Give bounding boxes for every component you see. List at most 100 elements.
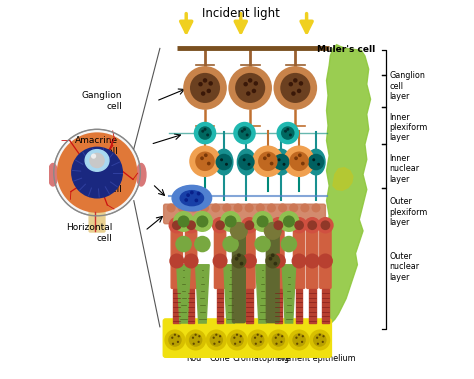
Circle shape <box>289 133 292 136</box>
Circle shape <box>278 158 281 161</box>
Circle shape <box>207 89 211 93</box>
Circle shape <box>268 329 289 351</box>
Circle shape <box>186 220 196 230</box>
Circle shape <box>222 236 239 252</box>
FancyBboxPatch shape <box>266 229 279 323</box>
Circle shape <box>194 199 198 202</box>
Circle shape <box>236 334 238 336</box>
Bar <box>322 289 329 323</box>
Circle shape <box>212 254 228 268</box>
FancyBboxPatch shape <box>163 319 331 357</box>
Circle shape <box>186 193 190 197</box>
Circle shape <box>230 222 248 240</box>
Circle shape <box>258 152 278 171</box>
Circle shape <box>212 217 228 233</box>
Circle shape <box>256 215 269 227</box>
Circle shape <box>198 82 203 86</box>
Circle shape <box>234 204 243 213</box>
FancyBboxPatch shape <box>293 228 305 288</box>
Bar <box>173 289 180 323</box>
Circle shape <box>302 335 304 337</box>
FancyBboxPatch shape <box>89 209 105 232</box>
Circle shape <box>320 220 330 230</box>
Circle shape <box>219 335 221 337</box>
Text: Incident light: Incident light <box>202 7 280 20</box>
Circle shape <box>198 126 212 140</box>
Circle shape <box>190 191 194 194</box>
Circle shape <box>240 335 242 337</box>
Ellipse shape <box>307 149 325 175</box>
Circle shape <box>297 89 301 93</box>
Circle shape <box>273 154 290 170</box>
Circle shape <box>252 89 256 93</box>
Circle shape <box>280 73 310 103</box>
Circle shape <box>275 343 278 345</box>
Text: Outer
plexiform
layer: Outer plexiform layer <box>389 197 428 227</box>
FancyBboxPatch shape <box>244 228 255 288</box>
Circle shape <box>177 341 179 343</box>
Circle shape <box>192 211 213 232</box>
Circle shape <box>265 254 280 268</box>
Circle shape <box>292 254 307 268</box>
Text: Ganglion
cell
layer: Ganglion cell layer <box>389 71 425 101</box>
Polygon shape <box>256 265 269 323</box>
Circle shape <box>254 81 258 86</box>
Circle shape <box>172 220 182 230</box>
Circle shape <box>174 334 176 336</box>
Circle shape <box>203 78 207 83</box>
Circle shape <box>304 217 320 233</box>
Circle shape <box>220 211 241 232</box>
Circle shape <box>246 133 249 136</box>
Circle shape <box>204 153 208 157</box>
Circle shape <box>278 211 300 232</box>
Circle shape <box>299 81 303 86</box>
Circle shape <box>243 82 248 86</box>
Circle shape <box>197 192 201 196</box>
Circle shape <box>192 343 195 345</box>
Circle shape <box>183 66 227 110</box>
Circle shape <box>164 329 185 351</box>
Circle shape <box>190 73 220 103</box>
Circle shape <box>235 257 238 261</box>
Bar <box>309 289 316 323</box>
FancyBboxPatch shape <box>307 228 318 288</box>
Circle shape <box>225 215 237 227</box>
Circle shape <box>291 91 296 96</box>
Circle shape <box>267 153 271 157</box>
Circle shape <box>178 204 187 213</box>
Circle shape <box>295 337 298 339</box>
Circle shape <box>189 204 198 213</box>
Ellipse shape <box>273 149 291 175</box>
Bar <box>188 289 194 323</box>
Circle shape <box>273 66 317 110</box>
Circle shape <box>280 341 283 343</box>
Circle shape <box>313 333 327 347</box>
Circle shape <box>322 341 324 343</box>
Ellipse shape <box>85 150 109 171</box>
Circle shape <box>301 341 303 343</box>
Circle shape <box>283 163 285 166</box>
Circle shape <box>194 236 210 252</box>
Circle shape <box>222 204 231 213</box>
Circle shape <box>291 217 307 233</box>
Circle shape <box>255 236 271 252</box>
Circle shape <box>209 81 213 86</box>
Circle shape <box>256 204 265 213</box>
Circle shape <box>234 343 236 345</box>
Circle shape <box>215 334 218 336</box>
Circle shape <box>309 329 330 351</box>
Circle shape <box>192 337 194 339</box>
Circle shape <box>271 254 286 268</box>
Text: Rod: Rod <box>186 354 201 363</box>
Circle shape <box>305 254 320 268</box>
Circle shape <box>272 333 285 347</box>
Circle shape <box>178 335 180 337</box>
Circle shape <box>200 204 209 213</box>
Text: Cone: Cone <box>210 354 230 363</box>
Circle shape <box>203 128 207 131</box>
Circle shape <box>301 204 310 213</box>
Text: Bipolar
cell: Bipolar cell <box>91 174 122 194</box>
Circle shape <box>195 152 215 171</box>
Circle shape <box>318 254 333 268</box>
Circle shape <box>311 204 320 213</box>
